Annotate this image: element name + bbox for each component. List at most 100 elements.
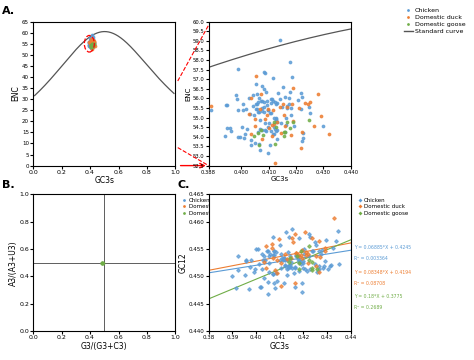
Point [264,279,272,285]
Point [292,284,299,290]
Point [282,229,290,235]
Point [259,132,267,138]
Point [306,253,313,259]
Point [282,95,289,100]
Point [87,41,94,46]
Point [319,247,326,253]
Point [88,42,96,48]
Point [88,39,95,44]
Point [250,269,258,274]
Point [264,107,272,112]
Point [88,39,96,45]
Point [311,261,319,267]
Point [277,283,285,289]
Point [223,102,231,108]
X-axis label: G3/(G3+C3): G3/(G3+C3) [81,342,128,351]
Point [91,43,99,49]
Point [91,41,98,46]
Point [242,257,250,263]
Point [335,261,342,267]
Point [88,39,95,44]
Text: Y = 0.18*X + 0.3775: Y = 0.18*X + 0.3775 [354,294,402,300]
Point [273,119,281,125]
Point [281,130,289,135]
Point [262,129,270,134]
Point [238,125,246,130]
Point [291,270,298,275]
Point [273,100,280,106]
Point [285,234,293,240]
Point [285,95,293,101]
Point [241,273,249,278]
Point [90,39,97,45]
Point [261,116,269,122]
X-axis label: GC3s: GC3s [271,176,289,182]
Point [88,41,96,47]
Legend: Chicken, Domestic duck, Domestic goose: Chicken, Domestic duck, Domestic goose [181,197,234,217]
Point [296,105,303,111]
Point [89,41,97,47]
Y-axis label: GC12: GC12 [178,252,187,273]
Point [89,41,97,47]
Point [298,261,305,267]
Point [269,107,276,113]
Point [269,252,276,258]
Point [295,256,302,262]
Point [89,38,96,44]
Point [322,237,329,243]
Point [260,253,268,259]
Point [269,241,276,247]
Point [87,40,95,46]
Point [89,40,96,45]
Point [87,37,95,43]
Point [261,120,269,126]
Point [310,123,318,129]
Point [87,40,95,45]
Point [267,128,274,134]
Point [299,261,306,266]
Point [87,40,94,46]
Point [89,39,96,45]
Point [299,94,306,100]
Point [299,129,306,135]
Point [255,261,263,266]
Point [261,70,268,76]
Point [88,41,96,47]
Point [272,101,280,107]
Point [86,35,94,41]
Point [88,43,96,49]
Point [247,95,255,101]
Point [88,40,95,46]
Point [256,106,264,112]
Point [234,67,242,72]
Point [313,269,321,275]
Point [289,118,296,124]
Point [88,39,96,45]
Point [90,38,98,44]
Point [331,215,338,221]
Point [265,120,273,126]
Point [88,42,95,48]
Point [251,116,259,122]
Point [87,40,95,46]
Point [305,104,313,110]
Point [277,265,285,271]
Point [88,42,96,48]
Text: R² = 0.003364: R² = 0.003364 [354,256,387,261]
Point [277,121,284,126]
Point [87,43,95,49]
Point [86,43,94,49]
Point [87,39,94,44]
Point [306,110,314,116]
Point [88,40,95,46]
Point [252,246,260,252]
Point [260,100,267,105]
Point [234,135,242,140]
Point [88,41,95,46]
Point [239,107,247,113]
Point [89,35,96,40]
Point [245,95,253,101]
Point [278,104,286,110]
Point [305,117,312,123]
Point [253,101,261,107]
